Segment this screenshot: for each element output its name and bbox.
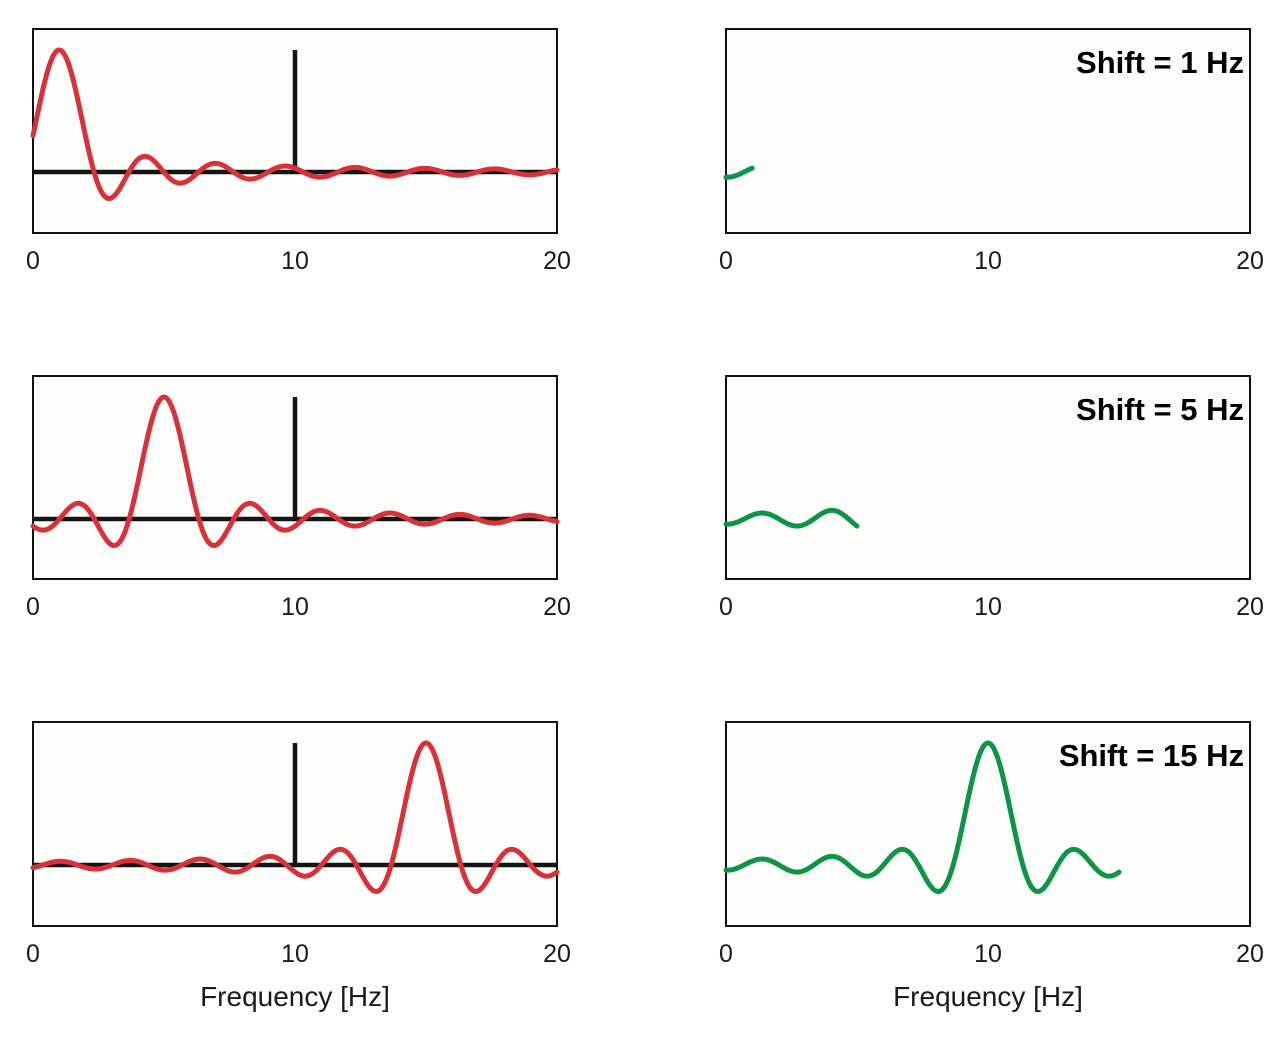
- x-tick-label: 10: [281, 247, 309, 275]
- panel-right-1: 0 10 20 Shift = 1 Hz: [719, 28, 1264, 275]
- shift-annotation: Shift = 1 Hz: [1076, 45, 1244, 80]
- plot-frame: [725, 721, 1251, 927]
- panel-left-3: 0 10 20 Frequency [Hz]: [26, 721, 571, 1012]
- x-tick-label: 20: [1236, 940, 1264, 968]
- x-tick-label: 0: [719, 593, 733, 621]
- spectrum-curve: [30, 47, 560, 201]
- x-tick-label: 0: [719, 940, 733, 968]
- x-tick-label: 20: [543, 247, 571, 275]
- x-tick-label: 20: [1236, 593, 1264, 621]
- shift-annotation: Shift = 5 Hz: [1076, 392, 1244, 427]
- x-tick-label: 10: [974, 593, 1002, 621]
- correlation-curve: [723, 507, 860, 529]
- correlation-curve: [723, 165, 755, 180]
- x-tick-label: 0: [26, 940, 40, 968]
- plot-frame: [725, 28, 1251, 234]
- correlation-curve: [723, 740, 1122, 894]
- panel-left-2: 0 10 20: [26, 375, 571, 621]
- x-tick-label: 10: [281, 593, 309, 621]
- x-tick-label: 0: [26, 593, 40, 621]
- x-tick-label: 10: [974, 247, 1002, 275]
- x-tick-label: 10: [281, 940, 309, 968]
- plot-frame: [725, 375, 1251, 580]
- x-tick-label: 0: [719, 247, 733, 275]
- x-tick-label: 0: [26, 247, 40, 275]
- spectrum-curve: [30, 740, 560, 894]
- x-tick-label: 10: [974, 940, 1002, 968]
- x-tick-label: 20: [1236, 247, 1264, 275]
- x-tick-label: 20: [543, 940, 571, 968]
- x-axis-label: Frequency [Hz]: [200, 981, 390, 1012]
- x-axis-label: Frequency [Hz]: [893, 981, 1083, 1012]
- panel-right-3: 0 10 20 Shift = 15 Hz Frequency [Hz]: [719, 721, 1264, 1012]
- shift-annotation: Shift = 15 Hz: [1059, 738, 1244, 773]
- spectrum-curve: [30, 394, 560, 548]
- panel-left-1: 0 10 20: [26, 28, 571, 275]
- x-tick-label: 20: [543, 593, 571, 621]
- panel-right-2: 0 10 20 Shift = 5 Hz: [719, 375, 1264, 621]
